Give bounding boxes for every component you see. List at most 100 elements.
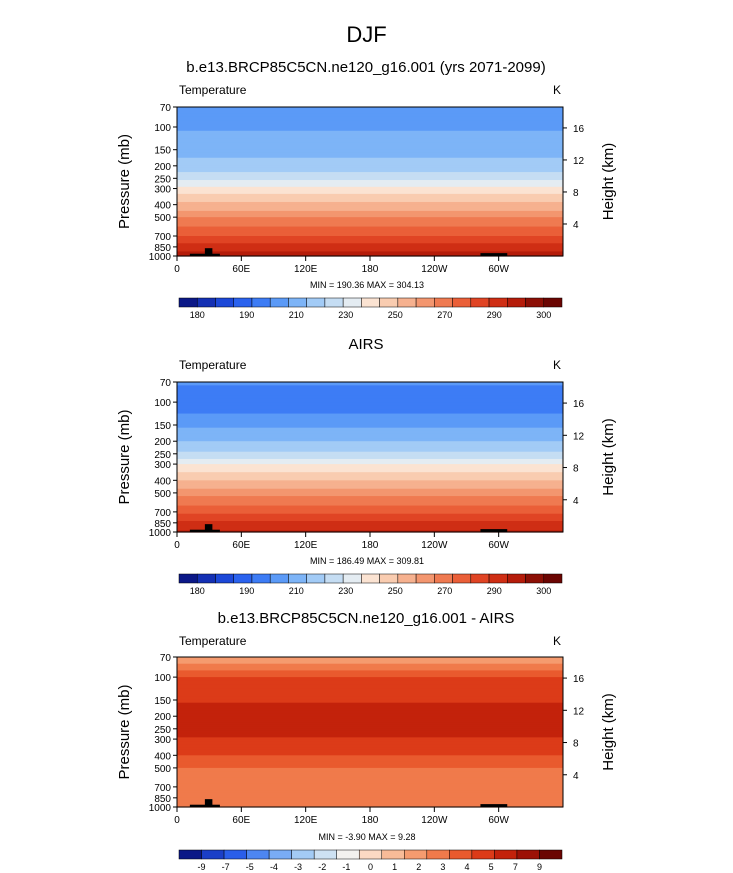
contour-band — [177, 720, 563, 724]
contour-band — [177, 251, 563, 254]
contour-band — [177, 708, 563, 712]
contour-band — [177, 521, 563, 524]
contour-band — [177, 237, 563, 241]
contour-band — [177, 204, 563, 208]
contour-band — [177, 735, 563, 738]
colorbar-swatch — [539, 849, 563, 860]
contour-band — [177, 239, 563, 243]
contour-band — [177, 176, 563, 179]
topography-mask — [480, 253, 508, 256]
contour-band — [177, 799, 563, 802]
contour-band — [177, 783, 563, 788]
colorbar-swatch — [288, 573, 307, 584]
contour-band — [177, 767, 563, 772]
contour-band — [177, 765, 563, 769]
contour-band — [177, 790, 563, 793]
colorbar-label: 210 — [289, 310, 304, 320]
colorbar-swatch — [379, 297, 399, 308]
y-tick-label: 850 — [154, 243, 171, 254]
colorbar-swatch — [269, 297, 289, 308]
contour-band — [177, 722, 563, 726]
colorbar-swatch — [434, 573, 453, 584]
colorbar-label: 300 — [536, 586, 551, 596]
colorbar-swatch — [246, 849, 270, 860]
contour-band — [177, 382, 563, 386]
contour-band — [177, 180, 563, 183]
colorbar-swatch — [404, 849, 428, 860]
colorbar-swatch — [288, 297, 307, 308]
contour-band — [177, 427, 563, 431]
colorbar-swatch — [381, 849, 405, 860]
contour-band — [177, 670, 563, 675]
contour-band — [177, 163, 563, 167]
colorbar-label: 3 — [440, 862, 445, 872]
y-tick-label: 70 — [160, 103, 172, 114]
y-tick-label: 850 — [154, 794, 171, 805]
contour-band — [177, 803, 563, 807]
x-tick-label: 120W — [421, 264, 448, 275]
colorbar-label: 0 — [368, 862, 373, 872]
right-tick-label: 16 — [573, 399, 585, 410]
colorbar-swatch — [470, 297, 490, 308]
contour-band — [177, 174, 563, 177]
contour-band — [177, 455, 563, 458]
colorbar-swatch — [434, 297, 453, 308]
contour-band — [177, 486, 563, 490]
right-tick-label: 12 — [573, 431, 585, 442]
contour-band — [177, 480, 563, 484]
contour-band — [177, 508, 563, 513]
contour-band — [177, 663, 563, 668]
contour-band — [177, 657, 563, 661]
y-tick-label: 300 — [154, 460, 171, 471]
contour-band — [177, 484, 563, 488]
colorbar-label: 5 — [489, 862, 494, 872]
contour-band — [177, 511, 563, 515]
x-tick-label: 180 — [362, 264, 379, 275]
colorbar-label: 2 — [416, 862, 421, 872]
contour-band — [177, 395, 563, 400]
contour-band — [177, 447, 563, 451]
contour-band — [177, 413, 563, 418]
colorbar-label: 270 — [437, 586, 452, 596]
right-tick-label: 4 — [573, 771, 579, 782]
contour-band — [177, 443, 563, 447]
colorbar-swatch — [507, 573, 526, 584]
y-tick-label: 150 — [154, 421, 171, 432]
contour-band — [177, 794, 563, 797]
y-axis-label: Pressure (mb) — [116, 409, 133, 504]
contour-band — [177, 680, 563, 686]
colorbar-swatch — [494, 849, 518, 860]
y-axis-label: Pressure (mb) — [116, 684, 133, 779]
contour-band — [177, 430, 563, 434]
y-tick-label: 850 — [154, 519, 171, 530]
contour-band — [177, 802, 563, 805]
y-tick-label: 400 — [154, 751, 171, 762]
y-tick-label: 700 — [154, 232, 171, 243]
contour-band — [177, 165, 563, 169]
y-tick-label: 100 — [154, 398, 171, 409]
colorbar-swatch — [525, 573, 545, 584]
contour-band — [177, 110, 563, 115]
topography-mask — [480, 804, 508, 807]
right-tick-label: 12 — [573, 156, 585, 167]
contour-band — [177, 449, 563, 453]
colorbar-label: -7 — [222, 862, 230, 872]
contour-band — [177, 453, 563, 457]
colorbar-label: 4 — [465, 862, 470, 872]
colorbar-swatch — [178, 849, 202, 860]
right-tick-label: 4 — [573, 220, 579, 231]
contour-band — [177, 800, 563, 804]
contour-band — [177, 417, 563, 422]
colorbar-label: 230 — [338, 310, 353, 320]
y-tick-label: 1000 — [149, 528, 172, 539]
contour-band — [177, 749, 563, 754]
panel-title: AIRS — [348, 336, 383, 353]
contour-band — [177, 193, 563, 198]
contour-band — [177, 208, 563, 212]
colorbar-label: 210 — [289, 586, 304, 596]
colorbar-swatch — [470, 573, 490, 584]
y-tick-label: 400 — [154, 201, 171, 212]
colorbar-label: -4 — [270, 862, 278, 872]
colorbar-swatch — [358, 849, 383, 860]
